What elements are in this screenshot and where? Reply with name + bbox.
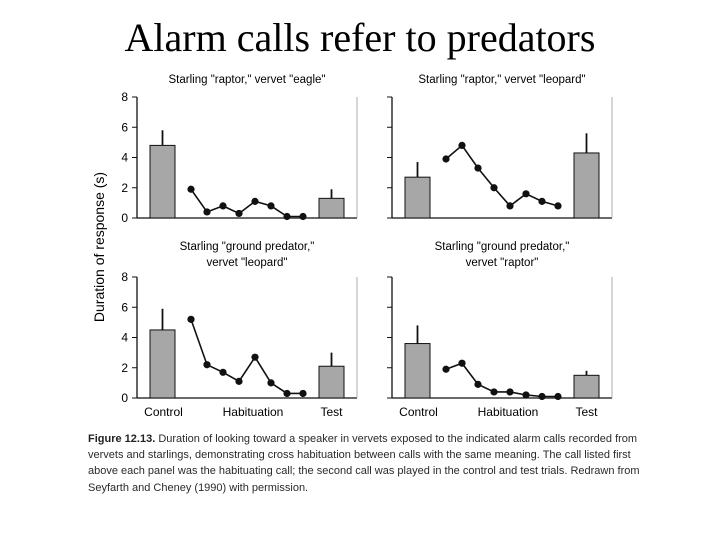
panel-4-habituation-point-4 — [490, 388, 498, 396]
panel-3-category-habituation: Habituation — [223, 405, 284, 419]
panel-1-habituation-point-8 — [299, 212, 307, 221]
panel-4-habituation-point-7 — [538, 392, 546, 401]
panel-1-title-line-1: Starling "raptor," vervet "eagle" — [169, 74, 326, 86]
panel-1-habituation-point-7 — [283, 212, 291, 221]
panel-2-control-bar — [404, 176, 431, 219]
panel-3-habituation-point-2 — [203, 361, 211, 369]
panel-3-y-tick-label: 2 — [121, 361, 128, 375]
panel-3-y-tick-label: 6 — [121, 300, 128, 314]
panel-2-test-bar — [573, 152, 600, 219]
panel-3-habituation-point-5 — [251, 353, 259, 361]
panel-2-habituation-point-1 — [442, 155, 450, 163]
panel-2-habituation-point-4 — [490, 184, 498, 192]
panel-1-habituation-point-5 — [251, 197, 259, 205]
panel-1-y-tick-label: 0 — [121, 211, 128, 225]
figure-caption: Figure 12.13. Duration of looking toward… — [88, 431, 648, 496]
panel-3-y-tick-label: 4 — [121, 331, 128, 345]
panel-1-test-bar — [318, 197, 345, 219]
slide-title: Alarm calls refer to predators — [124, 15, 596, 60]
panel-2-habituation-point-8 — [554, 202, 562, 210]
panel-2-habituation-point-2 — [458, 141, 466, 149]
panel-1-habituation-point-6 — [267, 202, 275, 210]
panel-1-habituation-point-3 — [219, 202, 227, 210]
figure-caption-text: Duration of looking toward a speaker in … — [88, 433, 640, 494]
panel-3-y-tick-label: 0 — [121, 391, 128, 405]
panel-3-test-bar — [318, 365, 345, 399]
panel-4-habituation-line — [445, 362, 558, 398]
panel-2-habituation-line — [445, 144, 559, 207]
panel-4-habituation-point-1 — [442, 365, 450, 373]
panel-4-category-test: Test — [575, 405, 598, 419]
panel-1-y-tick-label: 2 — [121, 181, 128, 195]
panel-3-control-bar — [149, 329, 176, 399]
panel-4-habituation-point-8 — [554, 392, 562, 401]
panel-4-habituation-point-6 — [522, 391, 530, 399]
panel-3-category-test: Test — [320, 405, 343, 419]
panel-3-y-tick-label: 8 — [121, 270, 128, 284]
panel-3-habituation-point-4 — [235, 377, 243, 385]
panel-1-y-tick-label: 4 — [121, 151, 128, 165]
panel-4-test-bar — [573, 374, 600, 399]
panel-3-habituation-point-8 — [299, 389, 307, 398]
panel-3-habituation-point-3 — [219, 368, 227, 376]
panel-2-title-line-1: Starling "raptor," vervet "leopard" — [418, 74, 585, 86]
y-axis-label: Duration of response (s) — [91, 172, 107, 322]
panel-3-habituation-point-7 — [283, 389, 291, 398]
panel-1-habituation-point-4 — [235, 209, 243, 218]
panel-4-title-line-1: Starling "ground predator," — [435, 241, 570, 253]
panel-3-habituation-point-6 — [267, 379, 275, 387]
panel-4-category-habituation: Habituation — [478, 405, 539, 419]
panel-4-habituation-point-2 — [458, 359, 466, 367]
panel-4-control-bar — [404, 343, 431, 399]
panel-3-category-control: Control — [144, 405, 183, 419]
panel-1-habituation-point-1 — [187, 185, 195, 193]
figure-number: Figure 12.13. — [88, 433, 156, 445]
panel-4-title-line-2: vervet "raptor" — [466, 257, 539, 269]
panel-4-category-control: Control — [399, 405, 438, 419]
panel-4-habituation-point-3 — [474, 380, 482, 388]
panel-2-habituation-point-7 — [538, 197, 546, 205]
panel-2-habituation-point-6 — [522, 190, 530, 198]
panel-2-habituation-point-3 — [474, 164, 482, 172]
panel-1-control-bar — [149, 144, 176, 219]
panel-1-habituation-point-2 — [203, 208, 211, 216]
panel-3-title-line-1: Starling "ground predator," — [180, 241, 315, 253]
panel-4-habituation-point-5 — [506, 388, 514, 396]
panel-1-y-tick-label: 8 — [121, 90, 128, 104]
panel-3-title-line-2: vervet "leopard" — [206, 257, 287, 269]
panel-3-habituation-line — [190, 319, 303, 395]
panel-2-habituation-point-5 — [506, 202, 514, 210]
panel-1-y-tick-label: 6 — [121, 120, 128, 134]
panel-3-habituation-point-1 — [187, 315, 195, 323]
